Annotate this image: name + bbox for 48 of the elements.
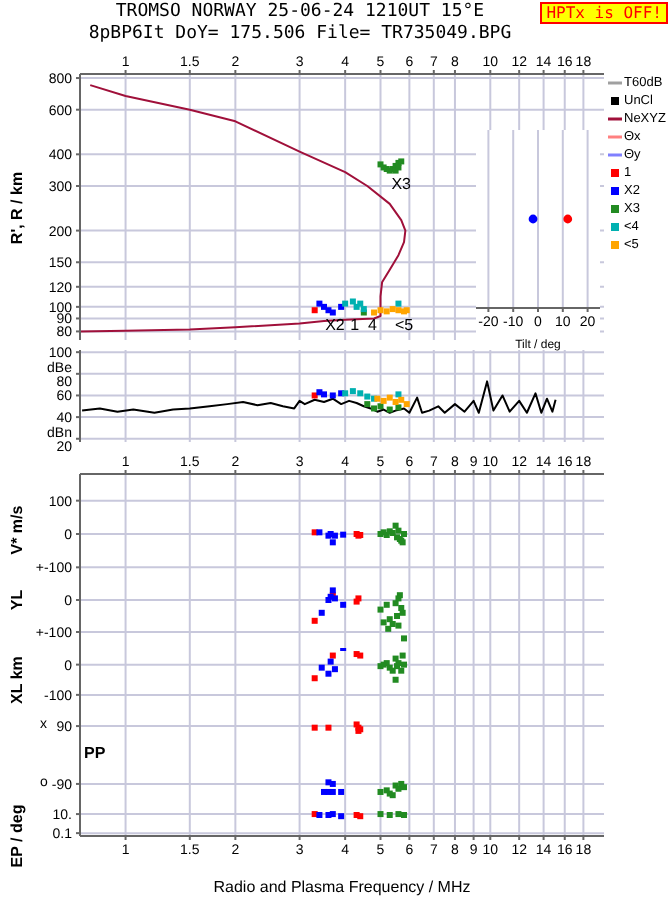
point [377, 403, 384, 410]
point [380, 397, 387, 404]
point [327, 658, 334, 665]
point [331, 666, 338, 673]
point [325, 670, 332, 677]
x-axis-title: Radio and Plasma Frequency / MHz [213, 878, 471, 896]
point [364, 393, 371, 400]
point [329, 587, 336, 594]
annotation: <5 [394, 316, 415, 335]
point [398, 396, 405, 403]
point [349, 388, 356, 395]
point [385, 625, 392, 632]
point [386, 616, 393, 623]
point [383, 601, 390, 608]
annotation: X3 [391, 175, 413, 194]
y-axis-title: R', R / km [8, 170, 26, 244]
y-axis-title: PP [84, 743, 106, 761]
text: HPTx is OFF! [540, 2, 668, 24]
chart-subtitle: 8pBP6It DoY= 175.506 File= TR735049.BPG [86, 24, 514, 44]
point [401, 661, 408, 668]
y-axis-title: V* m/s [8, 505, 26, 555]
point [329, 652, 336, 659]
point [377, 606, 384, 613]
point [395, 391, 402, 398]
point [395, 622, 402, 629]
point [377, 788, 384, 795]
chart-title: TROMSO NORWAY 25-06-24 1210UT 15°E [115, 2, 485, 22]
point [340, 601, 347, 608]
point [394, 613, 401, 619]
point [364, 401, 371, 408]
point [401, 635, 408, 642]
point [380, 619, 387, 626]
point [371, 405, 378, 412]
point [325, 724, 332, 731]
point [399, 609, 406, 616]
point [392, 676, 399, 683]
y-axis-title: EP / deg [8, 804, 26, 868]
annotation: X2 [325, 316, 346, 335]
point [386, 406, 393, 413]
point [318, 664, 325, 671]
point [338, 788, 345, 795]
point [386, 394, 393, 401]
y-axis-title: YL [8, 589, 26, 611]
y-axis-title: XL km [8, 656, 26, 704]
point [403, 401, 410, 408]
point [318, 609, 325, 616]
point [357, 390, 364, 397]
point [399, 652, 406, 659]
